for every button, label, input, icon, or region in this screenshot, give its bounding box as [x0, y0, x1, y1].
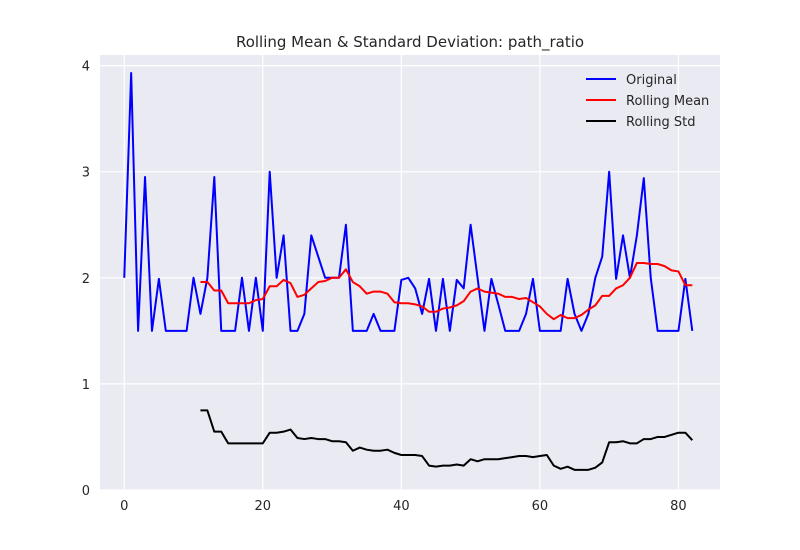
y-tick-label: 2	[82, 272, 90, 287]
series-line-rolling-std	[200, 409, 694, 471]
x-tick-label: 40	[393, 499, 410, 514]
chart-title: Rolling Mean & Standard Deviation: path_…	[236, 33, 584, 52]
x-tick-label: 0	[120, 499, 128, 514]
y-axis-ticks: 0 1 2 3 4	[82, 60, 90, 499]
legend-items: Original Rolling Mean Rolling Std	[586, 73, 709, 130]
series-line-original	[123, 72, 694, 332]
legend-label: Original	[626, 73, 677, 88]
legend-label: Rolling Std	[626, 115, 695, 130]
legend-label: Rolling Mean	[626, 94, 709, 109]
legend: Original Rolling Mean Rolling Std	[586, 73, 709, 130]
x-axis-ticks: 0 20 40 60 80	[120, 499, 687, 514]
x-tick-label: 60	[532, 499, 549, 514]
grid-lines	[100, 55, 720, 491]
y-tick-label: 0	[82, 484, 90, 499]
series-line-rolling-mean	[200, 261, 693, 321]
x-tick-label: 20	[255, 499, 272, 514]
y-tick-label: 4	[82, 60, 90, 75]
y-tick-label: 1	[82, 378, 90, 393]
y-tick-label: 3	[82, 166, 90, 181]
series-lines	[123, 72, 694, 471]
x-tick-label: 80	[670, 499, 687, 514]
